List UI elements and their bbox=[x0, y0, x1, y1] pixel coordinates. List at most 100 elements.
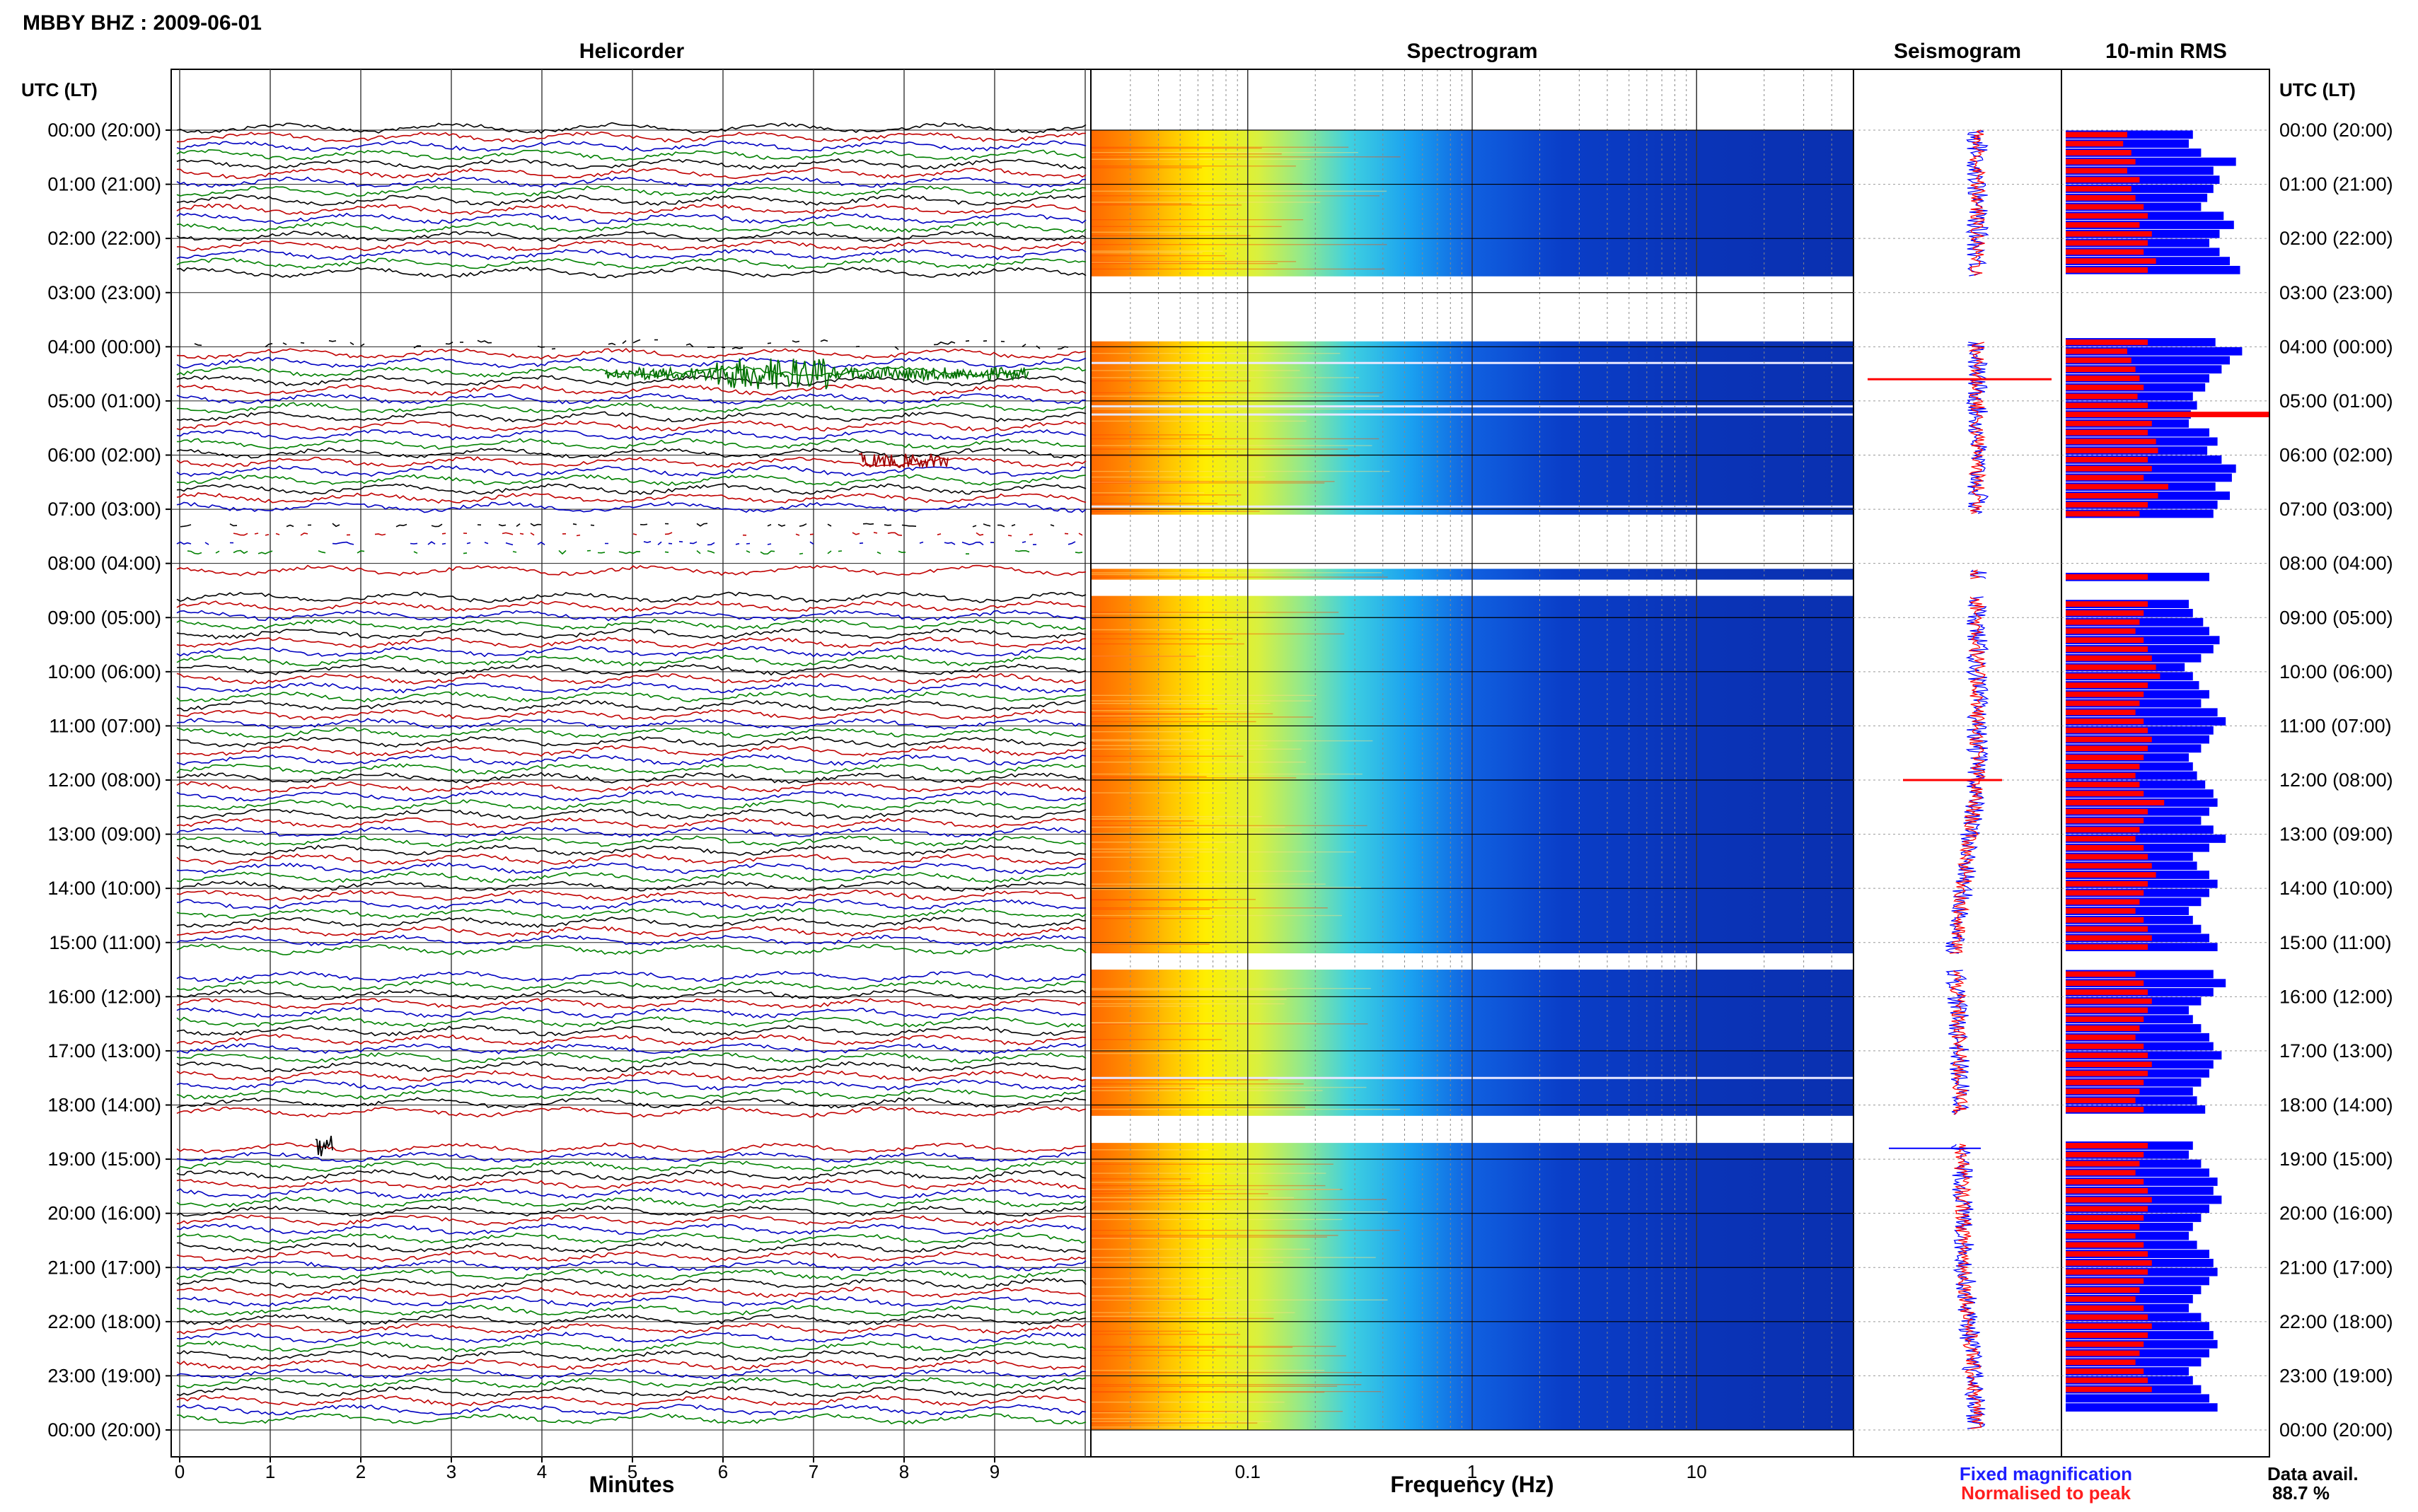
helicorder-trace bbox=[177, 542, 1086, 545]
rms-bar-normalised bbox=[2066, 1223, 2140, 1230]
spectrogram-xlabel: Frequency (Hz) bbox=[1390, 1472, 1554, 1497]
rms-bar-normalised bbox=[2066, 1107, 2144, 1112]
hour-label-left: 02:00 (22:00) bbox=[47, 228, 161, 249]
rms-bar-normalised bbox=[2066, 1350, 2140, 1356]
helicorder-trace bbox=[176, 231, 1087, 243]
rms-bar-normalised bbox=[2066, 1260, 2152, 1266]
rms-bar-normalised bbox=[2066, 1151, 2144, 1158]
helicorder-trace bbox=[176, 1260, 1087, 1272]
hour-label-right: 14:00 (10:00) bbox=[2279, 878, 2393, 899]
helicorder-trace bbox=[176, 907, 1087, 919]
hour-label-right: 01:00 (21:00) bbox=[2279, 174, 2393, 195]
helicorder-frame bbox=[170, 69, 1092, 1458]
helicorder-trace bbox=[176, 600, 1087, 612]
rms-bar-normalised bbox=[2066, 465, 2152, 472]
seismogram-frame bbox=[1853, 69, 2062, 1458]
rms-bar-fixed bbox=[2066, 979, 2226, 988]
helicorder-trace bbox=[176, 1042, 1087, 1055]
rms-bar-normalised bbox=[2066, 899, 2140, 905]
helicorder-trace bbox=[176, 926, 1087, 938]
helicorder-trace bbox=[176, 429, 1087, 441]
helicorder-trace bbox=[176, 1395, 1087, 1407]
rms-bar-normalised bbox=[2066, 655, 2152, 661]
helicorder-trace bbox=[176, 1349, 1087, 1362]
hour-label-right: 04:00 (00:00) bbox=[2279, 336, 2393, 357]
helicorder-trace bbox=[176, 1169, 1087, 1181]
rms-bar-normalised bbox=[2066, 1079, 2144, 1086]
rms-bar-normalised bbox=[2066, 1070, 2148, 1076]
helicorder-trace bbox=[176, 1088, 1087, 1100]
helicorder-trace bbox=[176, 1223, 1087, 1235]
helicorder-trace bbox=[176, 790, 1087, 802]
rms-bar-fixed bbox=[2066, 185, 2214, 193]
rms-bar-fixed bbox=[2066, 166, 2214, 175]
helicorder-trace bbox=[176, 474, 1087, 487]
rms-bar-normalised bbox=[2066, 240, 2148, 246]
seismogram-title: Seismogram bbox=[1894, 40, 2021, 63]
rms-bar-normalised bbox=[2066, 177, 2140, 183]
helicorder-trace bbox=[176, 817, 1087, 829]
helicorder-trace bbox=[176, 456, 1087, 468]
helicorder-panel: 0 1 2 3 4 5 6 7 8 9 bbox=[170, 69, 1092, 1482]
helicorder-trace bbox=[176, 149, 1087, 161]
helicorder-trace bbox=[176, 1142, 1087, 1153]
helicorder-trace bbox=[176, 610, 1087, 622]
helicorder-trace bbox=[176, 997, 1087, 1010]
rms-bar-fixed bbox=[2066, 1403, 2218, 1412]
rms-bar-normalised bbox=[2066, 457, 2148, 463]
helicorder-trace bbox=[176, 1296, 1087, 1308]
legend-normalised: Normalised to peak bbox=[1961, 1482, 2131, 1504]
helicorder-trace bbox=[176, 844, 1087, 856]
rms-bar-normalised bbox=[2066, 791, 2144, 797]
rms-bar-normalised bbox=[2066, 132, 2127, 138]
rms-bar-normalised bbox=[2066, 204, 2144, 210]
rms-bar-normalised bbox=[2066, 890, 2144, 896]
minute-tick-label: 3 bbox=[446, 1461, 456, 1482]
hour-label-right: 11:00 (07:00) bbox=[2279, 715, 2392, 736]
rms-bar-normalised bbox=[2066, 971, 2136, 977]
hour-label-left: 06:00 (02:00) bbox=[47, 445, 161, 466]
helicorder-trace bbox=[176, 257, 1087, 269]
rms-bar-normalised bbox=[2066, 1161, 2140, 1167]
helicorder-trace bbox=[176, 745, 1087, 757]
helicorder-trace bbox=[177, 131, 1086, 143]
rms-bar-normalised bbox=[2066, 222, 2140, 228]
spectrogram-panel: 0.1 1 10 bbox=[1090, 69, 1854, 1482]
rms-bar-fixed bbox=[2066, 627, 2209, 636]
rms-bar-normalised bbox=[2066, 429, 2148, 436]
rms-bar-fixed bbox=[2066, 175, 2220, 185]
helicorder-trace bbox=[176, 799, 1087, 811]
rms-bar-fixed bbox=[2066, 149, 2202, 157]
rms-bar-normalised bbox=[2066, 1206, 2148, 1212]
rms-bar-normalised bbox=[2066, 980, 2144, 987]
helicorder-trace bbox=[176, 673, 1087, 685]
hour-label-left: 07:00 (03:00) bbox=[47, 499, 161, 520]
rms-bar-fixed bbox=[2066, 834, 2226, 843]
rms-bar-normalised bbox=[2066, 475, 2144, 481]
helicorder-trace bbox=[233, 532, 1083, 537]
helicorder-trace bbox=[176, 1078, 1087, 1091]
hour-label-right: 19:00 (15:00) bbox=[2279, 1148, 2393, 1170]
rms-bar-normalised bbox=[2066, 1269, 2148, 1275]
rms-bar-normalised bbox=[2066, 249, 2144, 255]
helicorder-trace bbox=[176, 1106, 1087, 1118]
rms-bar-normalised bbox=[2066, 1251, 2148, 1257]
rms-bar-normalised bbox=[2066, 158, 2136, 165]
rms-bar-normalised bbox=[2066, 1187, 2148, 1194]
helicorder-trace bbox=[176, 1277, 1087, 1290]
rms-bar-fixed bbox=[2066, 356, 2230, 365]
rms-bar-normalised bbox=[2066, 366, 2136, 373]
helicorder-trace bbox=[176, 699, 1087, 712]
hour-label-left: 13:00 (09:00) bbox=[47, 824, 161, 845]
rms-bar-normalised bbox=[2066, 1215, 2144, 1221]
rms-bar-normalised bbox=[2066, 1368, 2144, 1374]
hour-label-left: 21:00 (17:00) bbox=[47, 1257, 161, 1278]
helicorder-trace bbox=[176, 889, 1087, 902]
rms-bar-normalised bbox=[2066, 448, 2158, 453]
helicorder-trace bbox=[176, 501, 1087, 513]
helicorder-trace bbox=[176, 158, 1087, 170]
helicorder-trace bbox=[176, 1332, 1087, 1344]
hour-label-left: 12:00 (08:00) bbox=[47, 769, 161, 791]
rms-bar-fixed bbox=[2066, 139, 2189, 149]
helicorder-trace bbox=[180, 523, 1082, 527]
